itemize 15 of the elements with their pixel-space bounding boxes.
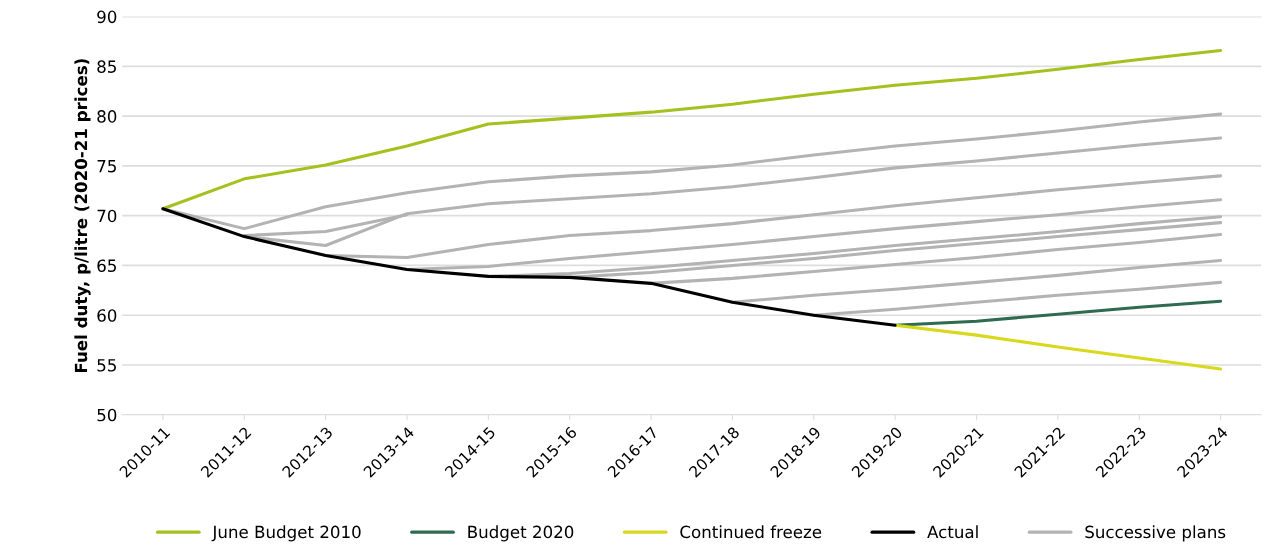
legend-label: Continued freeze [680,525,822,539]
legend-label: June Budget 2010 [211,525,361,542]
y-tick-label: 75 [97,160,116,173]
y-tick-label: 70 [97,209,117,223]
legend-label: Successive plans [1085,525,1226,542]
y-tick-label: 55 [97,359,116,372]
y-tick-label: 90 [97,10,117,24]
y-tick-label: 85 [97,60,116,73]
legend-label: Actual [927,525,978,539]
legend-label: Budget 2020 [468,525,574,542]
y-tick-label: 50 [97,408,117,422]
y-tick-label: 65 [97,259,116,273]
y-tick-label: 80 [97,110,117,123]
y-tick-label: 60 [97,309,117,322]
y-axis-title: Fuel duty, p/litre (2020-21 prices) [74,59,91,373]
